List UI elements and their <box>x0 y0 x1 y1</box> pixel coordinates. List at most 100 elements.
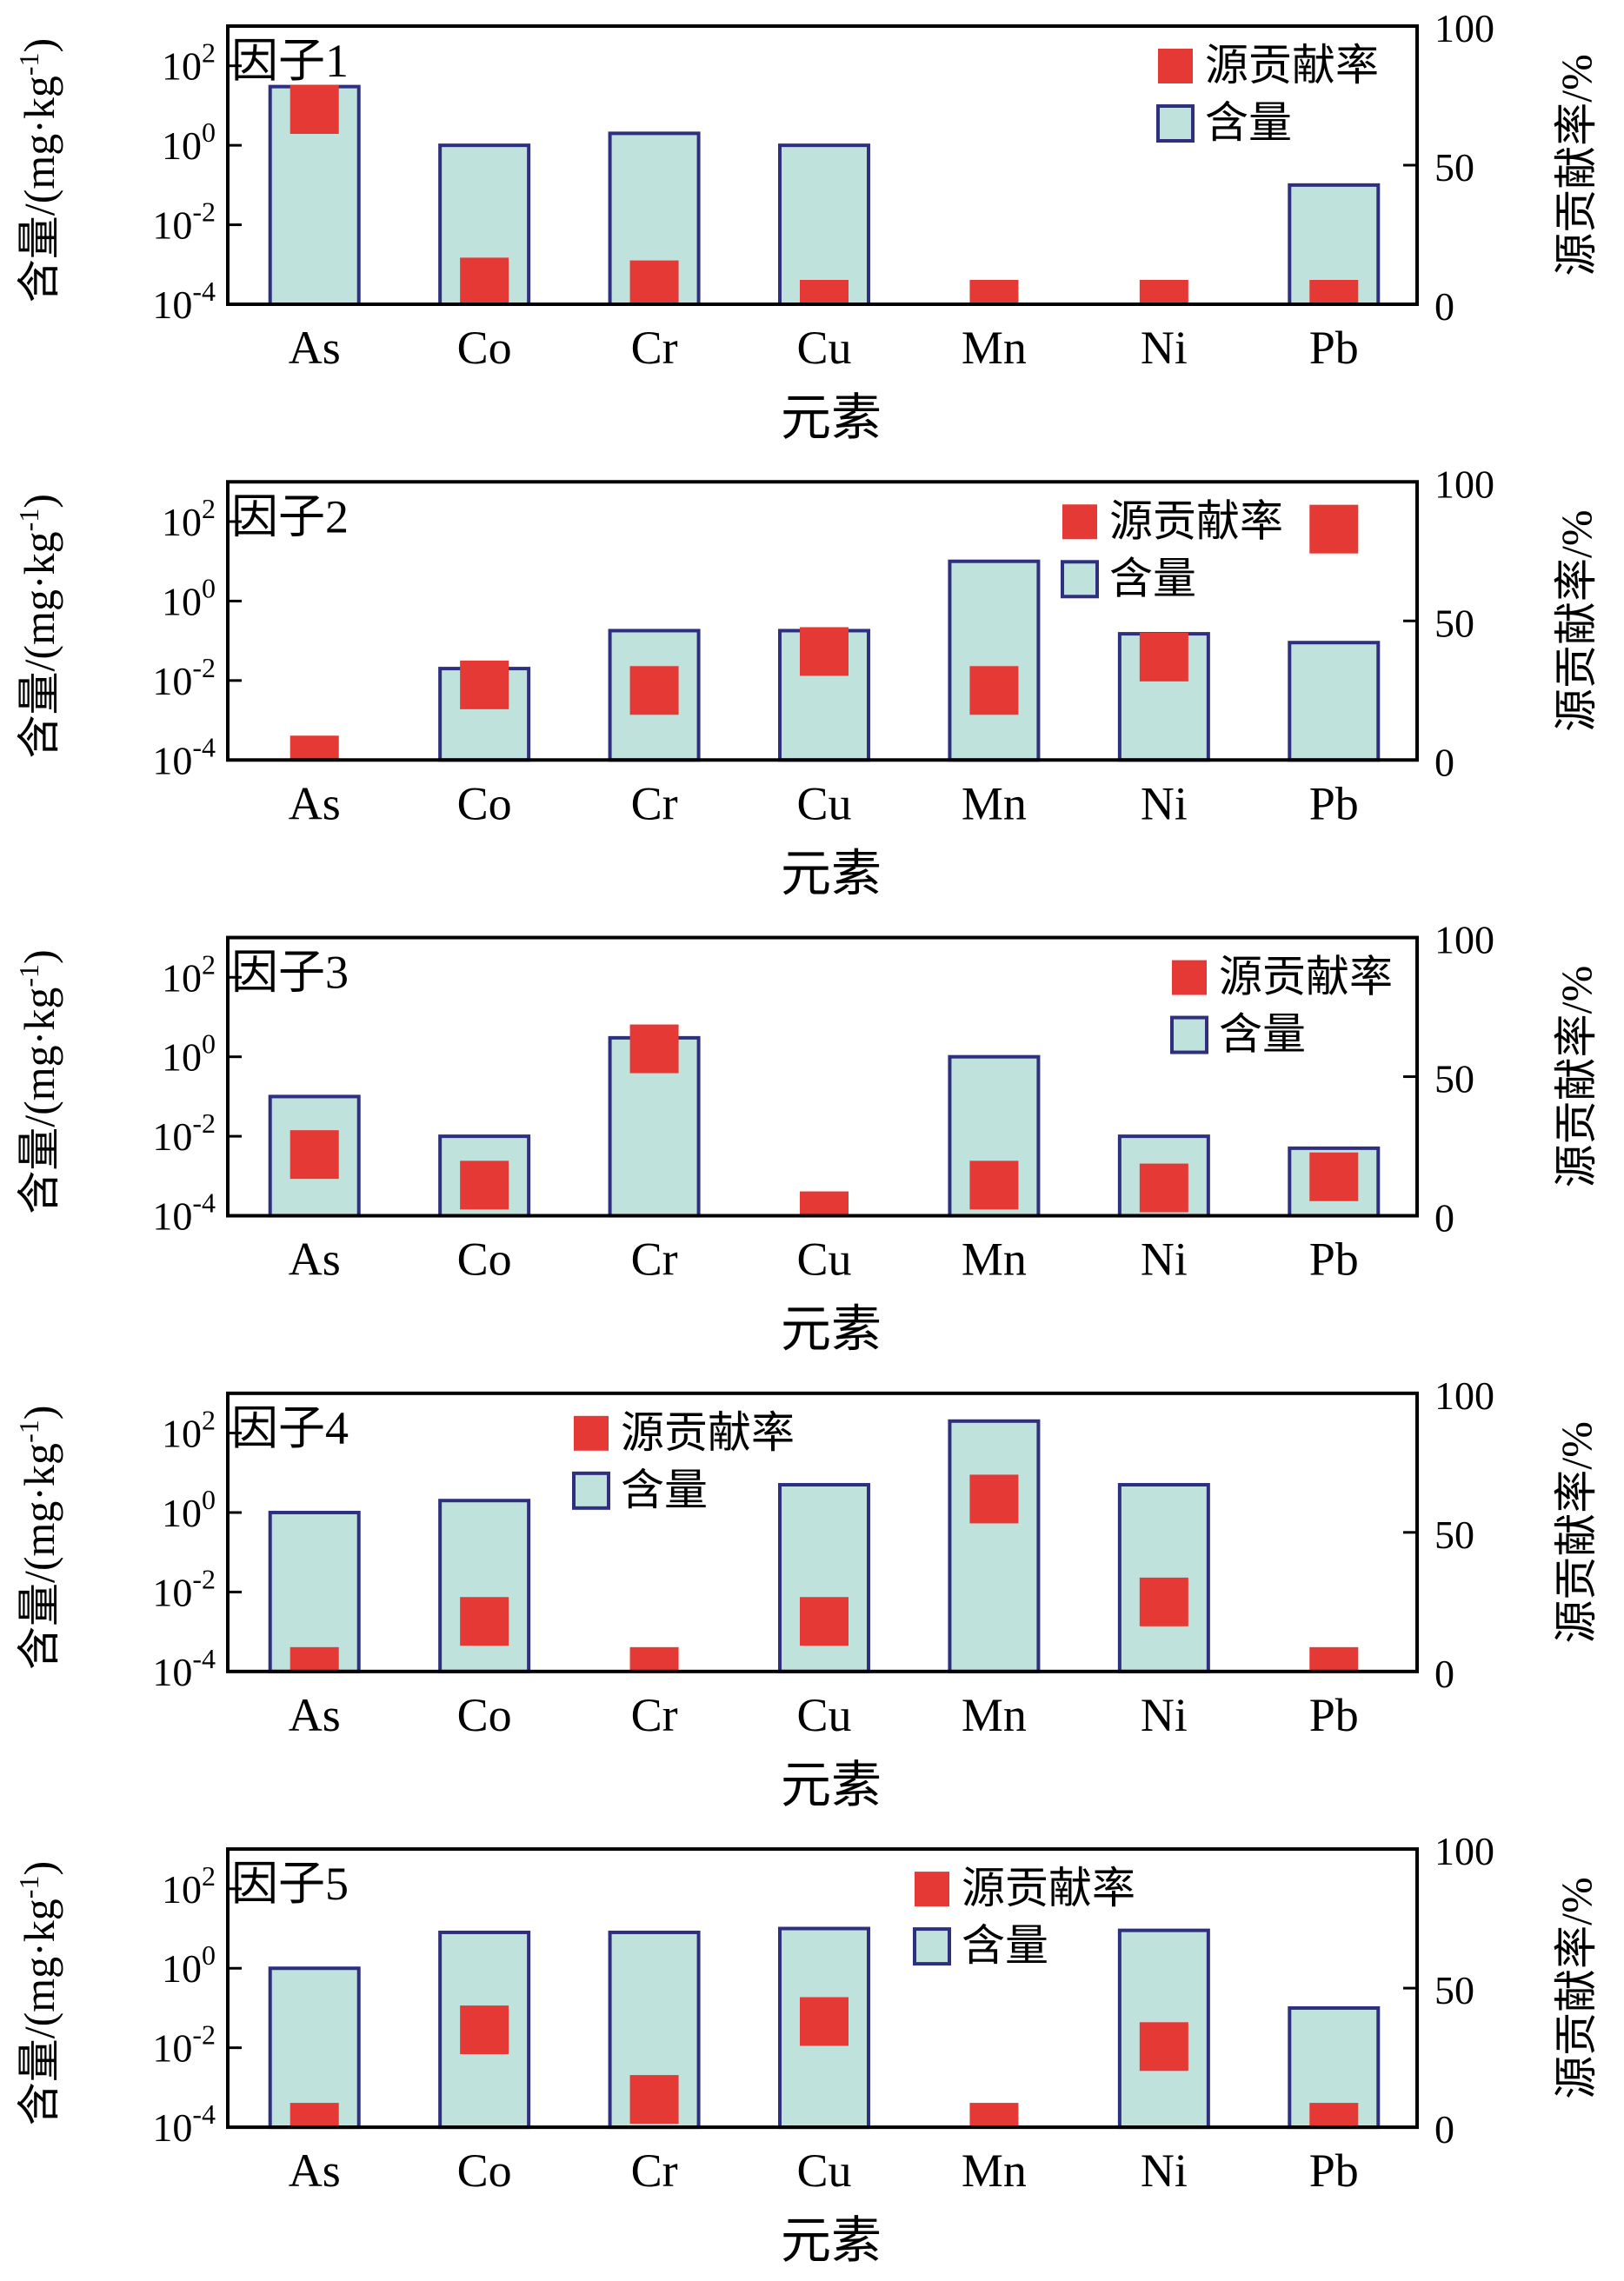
x-tick-label: Co <box>457 1234 512 1286</box>
y-tick-label: 100 <box>162 116 216 168</box>
legend-label: 源贡献率 <box>621 1408 795 1457</box>
marker-Cr <box>629 260 679 304</box>
y2-tick-label: 50 <box>1434 601 1474 645</box>
y-tick-label: 102 <box>162 948 216 1000</box>
legend-label: 含量 <box>1109 554 1196 602</box>
x-tick-label: Co <box>457 777 512 829</box>
x-tick-label: Pb <box>1309 1689 1359 1741</box>
x-axis-title: 元素 <box>781 1757 882 1813</box>
legend-marker-swatch <box>1062 504 1097 540</box>
y2-axis-title: 源贡献率/% <box>1552 510 1601 733</box>
legend-label: 源贡献率 <box>1205 41 1379 90</box>
x-tick-label: Cr <box>631 2145 678 2197</box>
legend-marker-swatch <box>574 1415 609 1451</box>
marker-Co <box>460 2005 509 2055</box>
x-tick-label: Cu <box>796 1689 851 1741</box>
marker-Ni <box>1139 1163 1188 1213</box>
legend-bar-swatch <box>1170 1015 1208 1054</box>
legend-label: 含量 <box>1205 98 1292 147</box>
y2-tick-label: 100 <box>1434 6 1494 50</box>
legend-bar-swatch <box>572 1471 610 1510</box>
x-tick-label: Mn <box>962 2145 1027 2197</box>
x-tick-label: Pb <box>1309 322 1359 374</box>
marker-Pb <box>1309 2103 1359 2128</box>
legend-marker-swatch <box>915 1872 949 1907</box>
marker-Ni <box>1139 1577 1188 1626</box>
marker-Cr <box>629 2075 679 2125</box>
y2-tick-label: 100 <box>1434 1829 1494 1873</box>
legend-bar-swatch <box>1156 104 1195 143</box>
x-tick-label: As <box>289 1234 341 1286</box>
marker-Co <box>460 1597 509 1646</box>
legend-marker-swatch <box>1172 960 1207 995</box>
x-tick-label: Cr <box>631 777 678 829</box>
marker-Mn <box>969 666 1019 715</box>
bar-As <box>268 1966 361 2130</box>
y-tick-label: 10-2 <box>152 196 216 248</box>
legend-label: 源贡献率 <box>1109 496 1283 545</box>
x-tick-label: Ni <box>1141 2145 1188 2197</box>
y2-tick-label: 100 <box>1434 918 1494 962</box>
y2-tick-label: 50 <box>1434 1968 1474 2012</box>
x-tick-label: Pb <box>1309 777 1359 829</box>
marker-Ni <box>1139 2022 1188 2072</box>
marker-Cr <box>629 1024 679 1074</box>
y2-tick-label: 50 <box>1434 145 1474 190</box>
y-tick-label: 102 <box>162 1405 216 1456</box>
legend-bar-swatch <box>913 1927 951 1966</box>
x-tick-label: As <box>289 1689 341 1741</box>
marker-As <box>290 1130 339 1180</box>
y-tick-label: 100 <box>162 1939 216 1991</box>
marker-Mn <box>969 2103 1019 2128</box>
marker-Co <box>460 257 509 304</box>
legend-label: 源贡献率 <box>962 1864 1135 1912</box>
marker-Mn <box>969 280 1019 304</box>
y-axis-title: 含量/(mg·kg-1) <box>13 494 63 758</box>
y-tick-label: 10-2 <box>152 652 216 703</box>
panel-title: 因子1 <box>231 35 349 87</box>
y2-axis-title: 源贡献率/% <box>1552 54 1601 276</box>
x-tick-label: Cu <box>796 777 851 829</box>
y-tick-label: 10-4 <box>152 1187 216 1239</box>
x-tick-label: Cu <box>796 1234 851 1286</box>
x-tick-label: As <box>289 322 341 374</box>
legend-label: 含量 <box>621 1466 708 1514</box>
x-tick-label: Ni <box>1141 777 1188 829</box>
marker-Cu <box>800 627 849 676</box>
marker-Cr <box>629 666 679 715</box>
y2-tick-label: 50 <box>1434 1513 1474 1557</box>
marker-Pb <box>1309 1646 1359 1672</box>
x-tick-label: Cu <box>796 322 851 374</box>
bar-As <box>268 1510 361 1673</box>
y-tick-label: 10-4 <box>152 731 216 782</box>
bar-Mn <box>948 1419 1041 1673</box>
x-tick-label: Mn <box>962 777 1027 829</box>
x-tick-label: Ni <box>1141 1689 1188 1741</box>
legend-label: 源贡献率 <box>1219 953 1393 1001</box>
bar-Mn <box>948 559 1041 762</box>
legend-label: 含量 <box>1219 1010 1306 1059</box>
x-tick-label: Cr <box>631 1689 678 1741</box>
y2-tick-label: 0 <box>1434 740 1454 784</box>
marker-Cu <box>800 1997 849 2046</box>
y-tick-label: 102 <box>162 1860 216 1912</box>
marker-Mn <box>969 1160 1019 1210</box>
x-tick-label: As <box>289 2145 341 2197</box>
chart-panel-3: 10-4 10-2 100 102 0 50 100 As Co Cr Cu Mn Ni Pb 元素 含量/(… <box>13 918 1601 1358</box>
y-axis-title: 含量/(mg·kg-1) <box>13 1406 63 1670</box>
bar-Cu <box>778 143 870 306</box>
panel-title: 因子5 <box>231 1858 349 1910</box>
bar-Mn <box>948 1054 1041 1218</box>
y-axis-title: 含量/(mg·kg-1) <box>13 38 63 303</box>
chart-panel-4: 10-4 10-2 100 102 0 50 100 As Co Cr Cu Mn Ni Pb 元素 含量/(… <box>13 1373 1601 1813</box>
bar-Pb <box>1288 641 1381 762</box>
y-tick-label: 100 <box>162 1484 216 1535</box>
marker-Cu <box>800 1597 849 1646</box>
x-tick-label: Ni <box>1141 322 1188 374</box>
marker-Pb <box>1309 1152 1359 1201</box>
marker-As <box>290 85 339 134</box>
x-tick-label: Mn <box>962 1689 1027 1741</box>
y-axis-title: 含量/(mg·kg-1) <box>13 949 63 1214</box>
x-tick-label: Co <box>457 322 512 374</box>
x-tick-label: Pb <box>1309 1234 1359 1286</box>
